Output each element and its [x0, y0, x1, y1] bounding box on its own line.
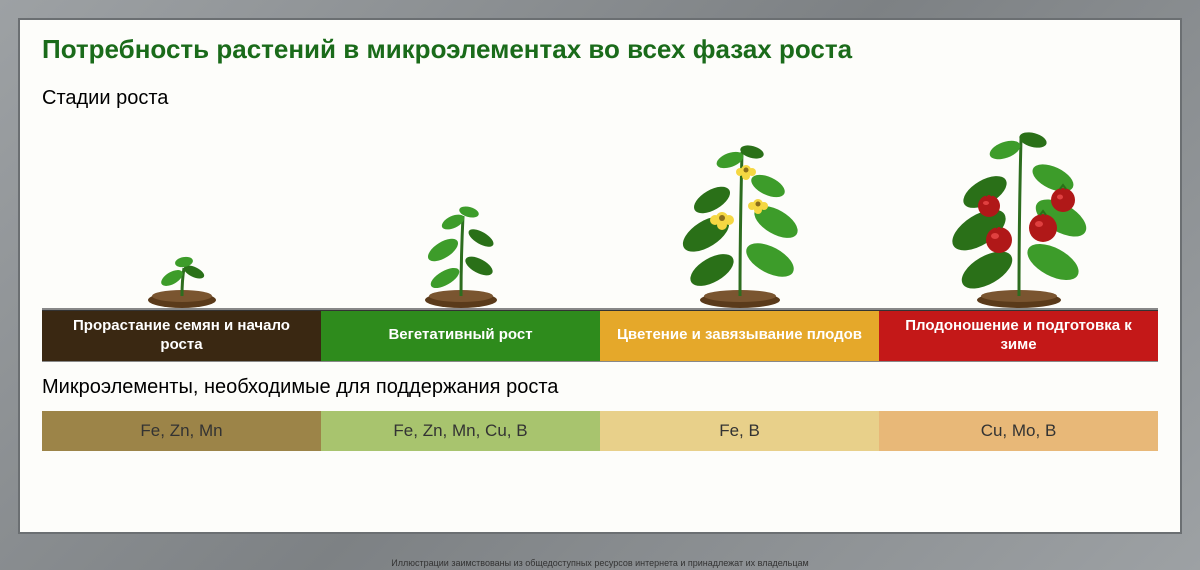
- content-panel: Потребность растений в микроэлементах во…: [18, 18, 1182, 534]
- plant-stage-1: [42, 122, 321, 308]
- plant-stage-3: [600, 122, 879, 308]
- elements-cell-2: Fe, Zn, Mn, Cu, B: [321, 411, 600, 451]
- elements-label: Микроэлементы, необходимые для поддержан…: [42, 376, 1158, 399]
- elements-cell-3: Fe, B: [600, 411, 879, 451]
- plant-stage-4: [879, 122, 1158, 308]
- stage-cell-3: Цветение и завязывание плодов: [600, 311, 879, 361]
- elements-cell-1: Fe, Zn, Mn: [42, 411, 321, 451]
- main-title: Потребность растений в микроэлементах во…: [42, 34, 1158, 65]
- footer-attribution: Иллюстрации заимствованы из общедоступны…: [0, 558, 1200, 568]
- stage-name-row: Прорастание семян и начало роста Вегетат…: [42, 310, 1158, 362]
- stage-cell-2: Вегетативный рост: [321, 311, 600, 361]
- stage-cell-4: Плодоношение и подготовка к зиме: [879, 311, 1158, 361]
- plant-stage-2: [321, 122, 600, 308]
- outer-frame: Потребность растений в микроэлементах во…: [0, 0, 1200, 570]
- elements-row: Fe, Zn, Mn Fe, Zn, Mn, Cu, B Fe, B Cu, M…: [42, 411, 1158, 451]
- plant-illustration-row: [42, 122, 1158, 310]
- elements-cell-4: Cu, Mo, B: [879, 411, 1158, 451]
- stages-label: Стадии роста: [42, 87, 1158, 110]
- stage-cell-1: Прорастание семян и начало роста: [42, 311, 321, 361]
